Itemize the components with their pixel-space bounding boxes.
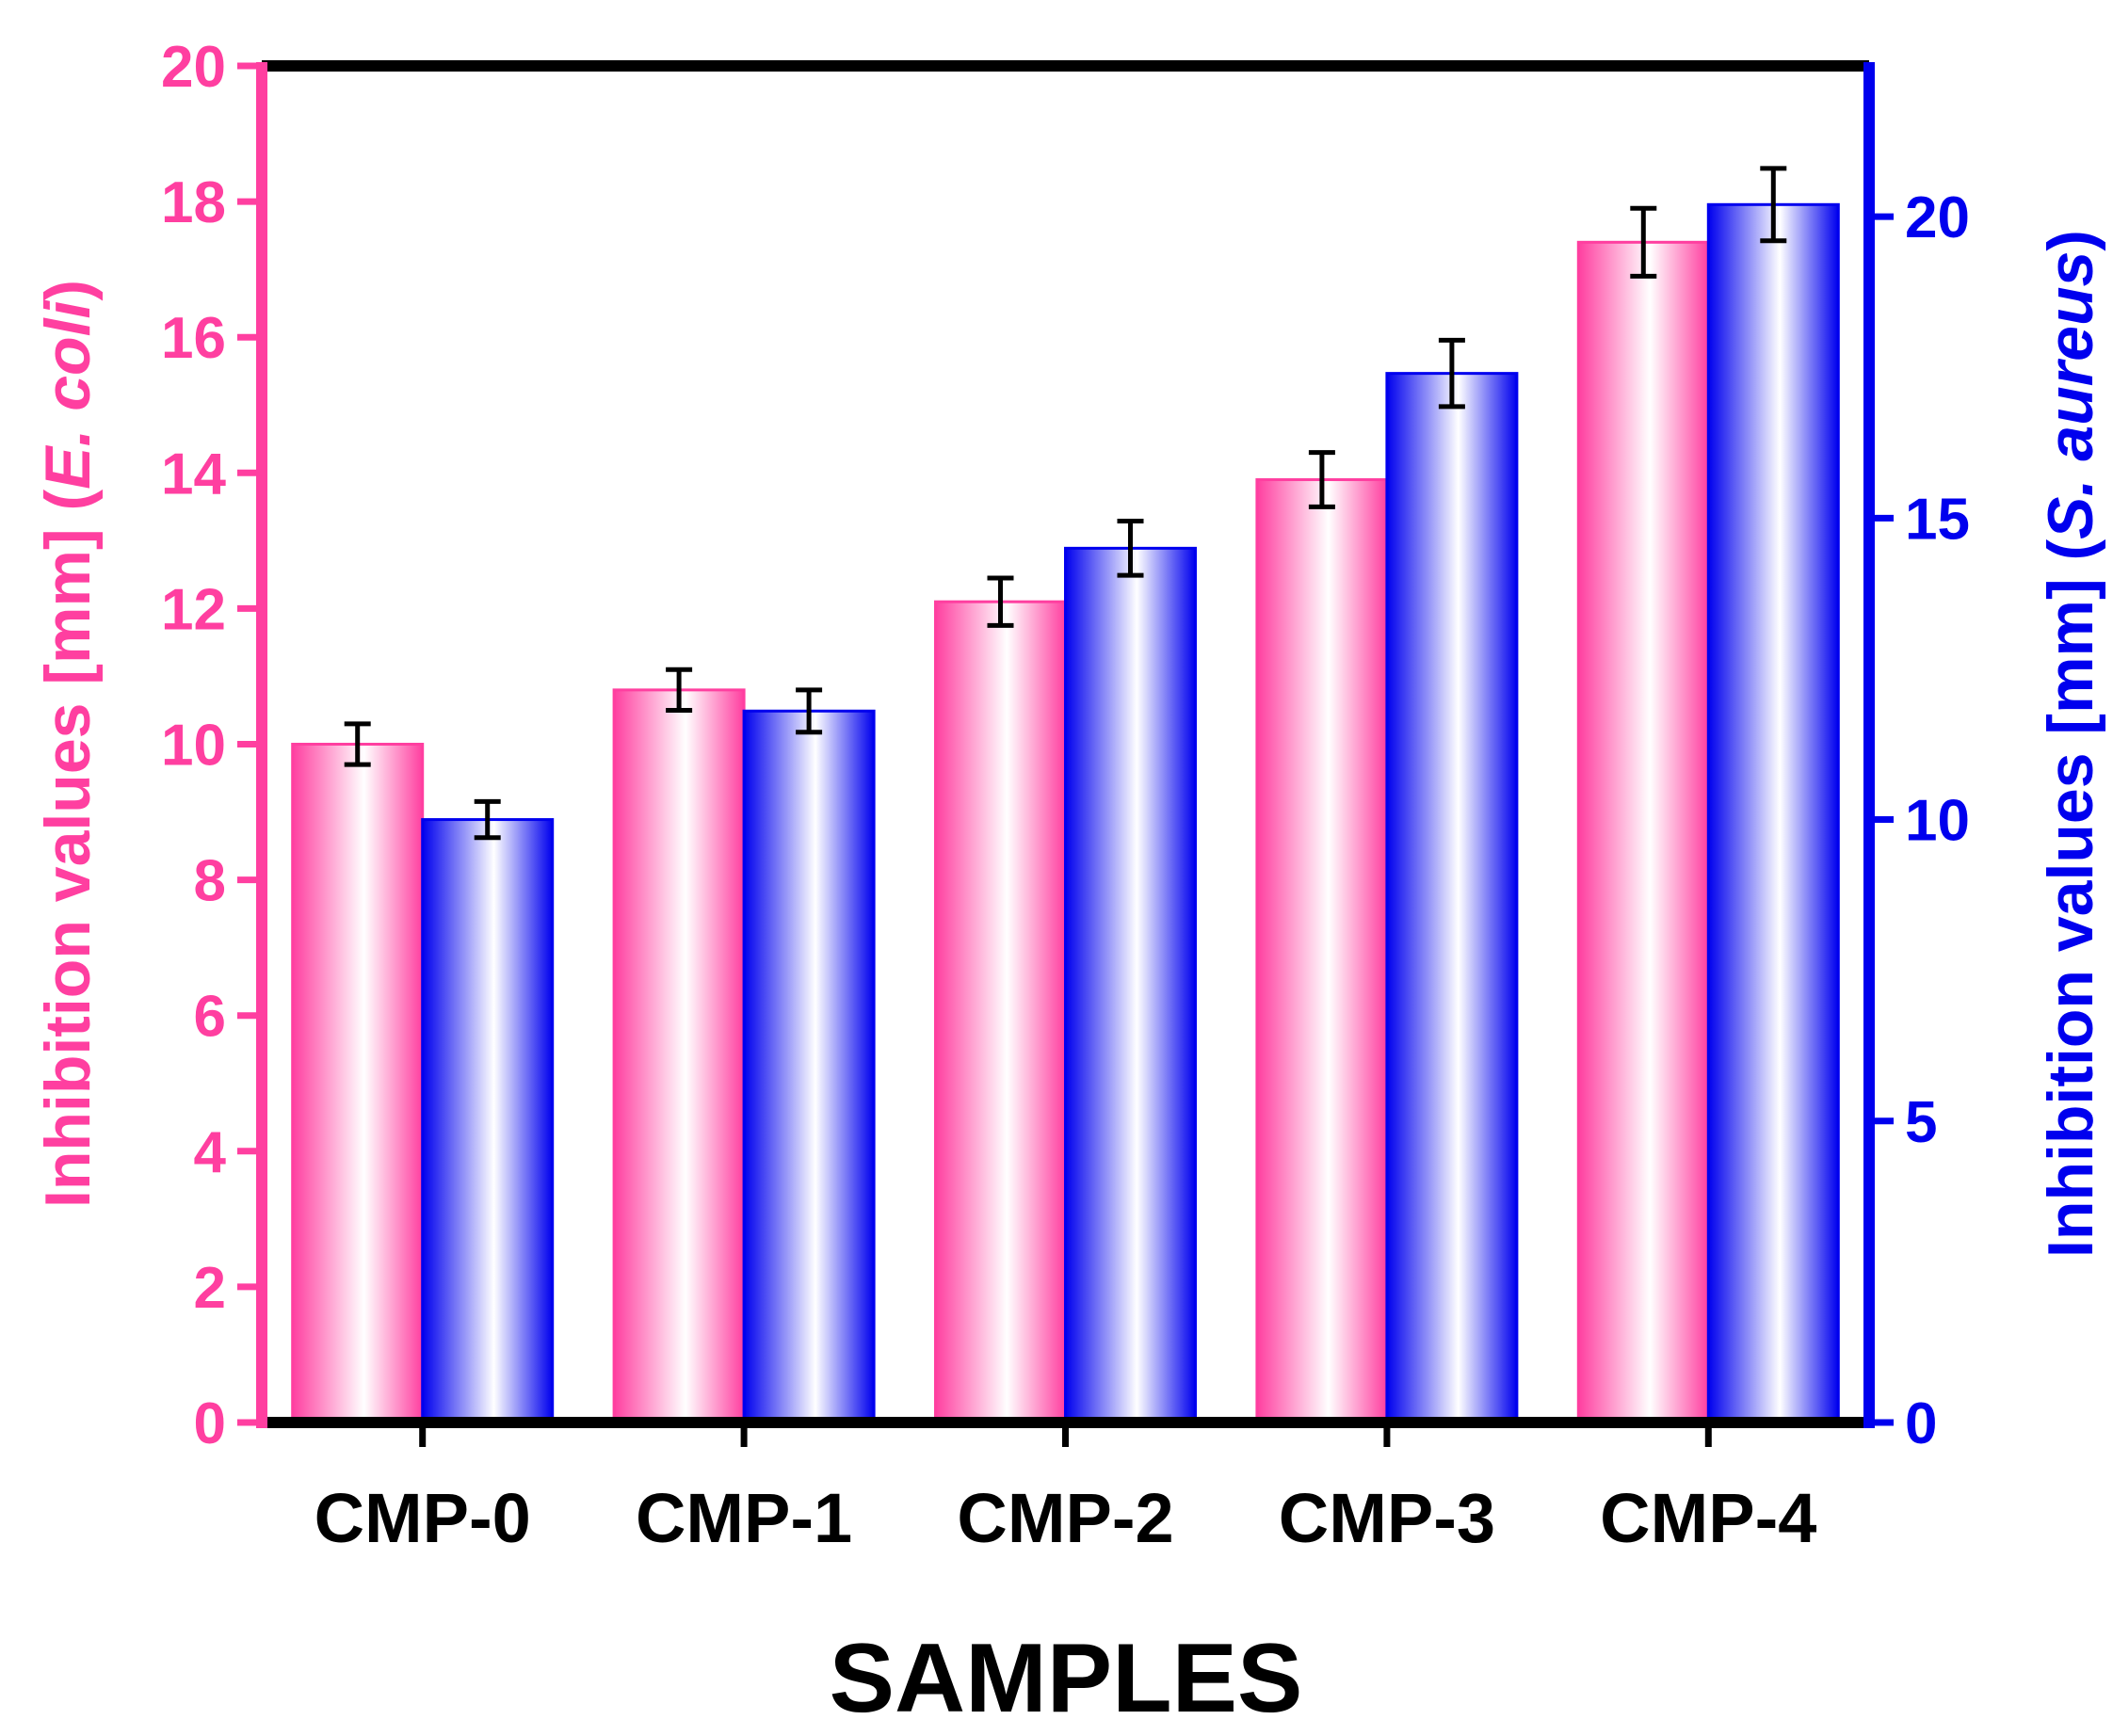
bar-saureus-cmp-2: [1064, 546, 1197, 1424]
bar-saureus-cmp-0: [421, 818, 555, 1424]
left-tick-label: 14: [161, 442, 226, 506]
error-bar-ecoli-cmp-0: [344, 721, 371, 767]
x-tick-label: CMP-0: [315, 1479, 531, 1557]
error-bar-ecoli-cmp-3: [1308, 450, 1335, 509]
left-tick-label: 20: [161, 35, 226, 100]
left-tick-label: 8: [194, 849, 226, 914]
left-tick-label: 4: [194, 1120, 227, 1185]
right-tick-label: 15: [1905, 487, 1970, 552]
x-tick-label: CMP-1: [636, 1479, 852, 1557]
left-tick-label: 6: [194, 985, 226, 1050]
error-bar-ecoli-cmp-2: [987, 575, 1014, 628]
left-tick-label: 0: [194, 1391, 226, 1456]
left-tick-label: 16: [161, 306, 226, 371]
error-bar-saureus-cmp-2: [1117, 519, 1144, 578]
bar-saureus-cmp-3: [1385, 372, 1519, 1424]
right-tick-label: 20: [1905, 185, 1970, 250]
bar-saureus-cmp-4: [1706, 202, 1840, 1424]
left-tick-label: 10: [161, 714, 226, 779]
x-tick-label: CMP-3: [1279, 1479, 1495, 1557]
error-bar-saureus-cmp-3: [1438, 337, 1465, 410]
error-bar-saureus-cmp-4: [1760, 166, 1787, 244]
bar-ecoli-cmp-2: [934, 600, 1067, 1424]
error-bar-ecoli-cmp-1: [666, 667, 693, 713]
bar-ecoli-cmp-4: [1576, 240, 1710, 1424]
error-bar-saureus-cmp-1: [796, 687, 823, 735]
left-axis-title: Inhibition values [mm] (E. coli): [32, 280, 104, 1208]
x-axis-title: SAMPLES: [830, 1624, 1303, 1733]
right-tick-label: 5: [1905, 1090, 1937, 1155]
bar-ecoli-cmp-3: [1255, 478, 1389, 1424]
bar-ecoli-cmp-1: [612, 688, 746, 1424]
bar-saureus-cmp-1: [742, 709, 876, 1424]
right-tick-label: 0: [1905, 1391, 1937, 1456]
left-tick-label: 18: [161, 170, 226, 235]
x-tick-label: CMP-2: [957, 1479, 1173, 1557]
left-tick-label: 12: [161, 577, 226, 642]
left-tick-label: 2: [194, 1256, 226, 1321]
right-tick-label: 10: [1905, 789, 1970, 854]
error-bar-ecoli-cmp-4: [1630, 205, 1657, 279]
right-axis-title: Inhibition values [mm] (S. aureus): [2035, 230, 2106, 1258]
bar-ecoli-cmp-0: [291, 743, 425, 1424]
x-tick-label: CMP-4: [1600, 1479, 1816, 1557]
error-bar-saureus-cmp-0: [474, 798, 501, 841]
